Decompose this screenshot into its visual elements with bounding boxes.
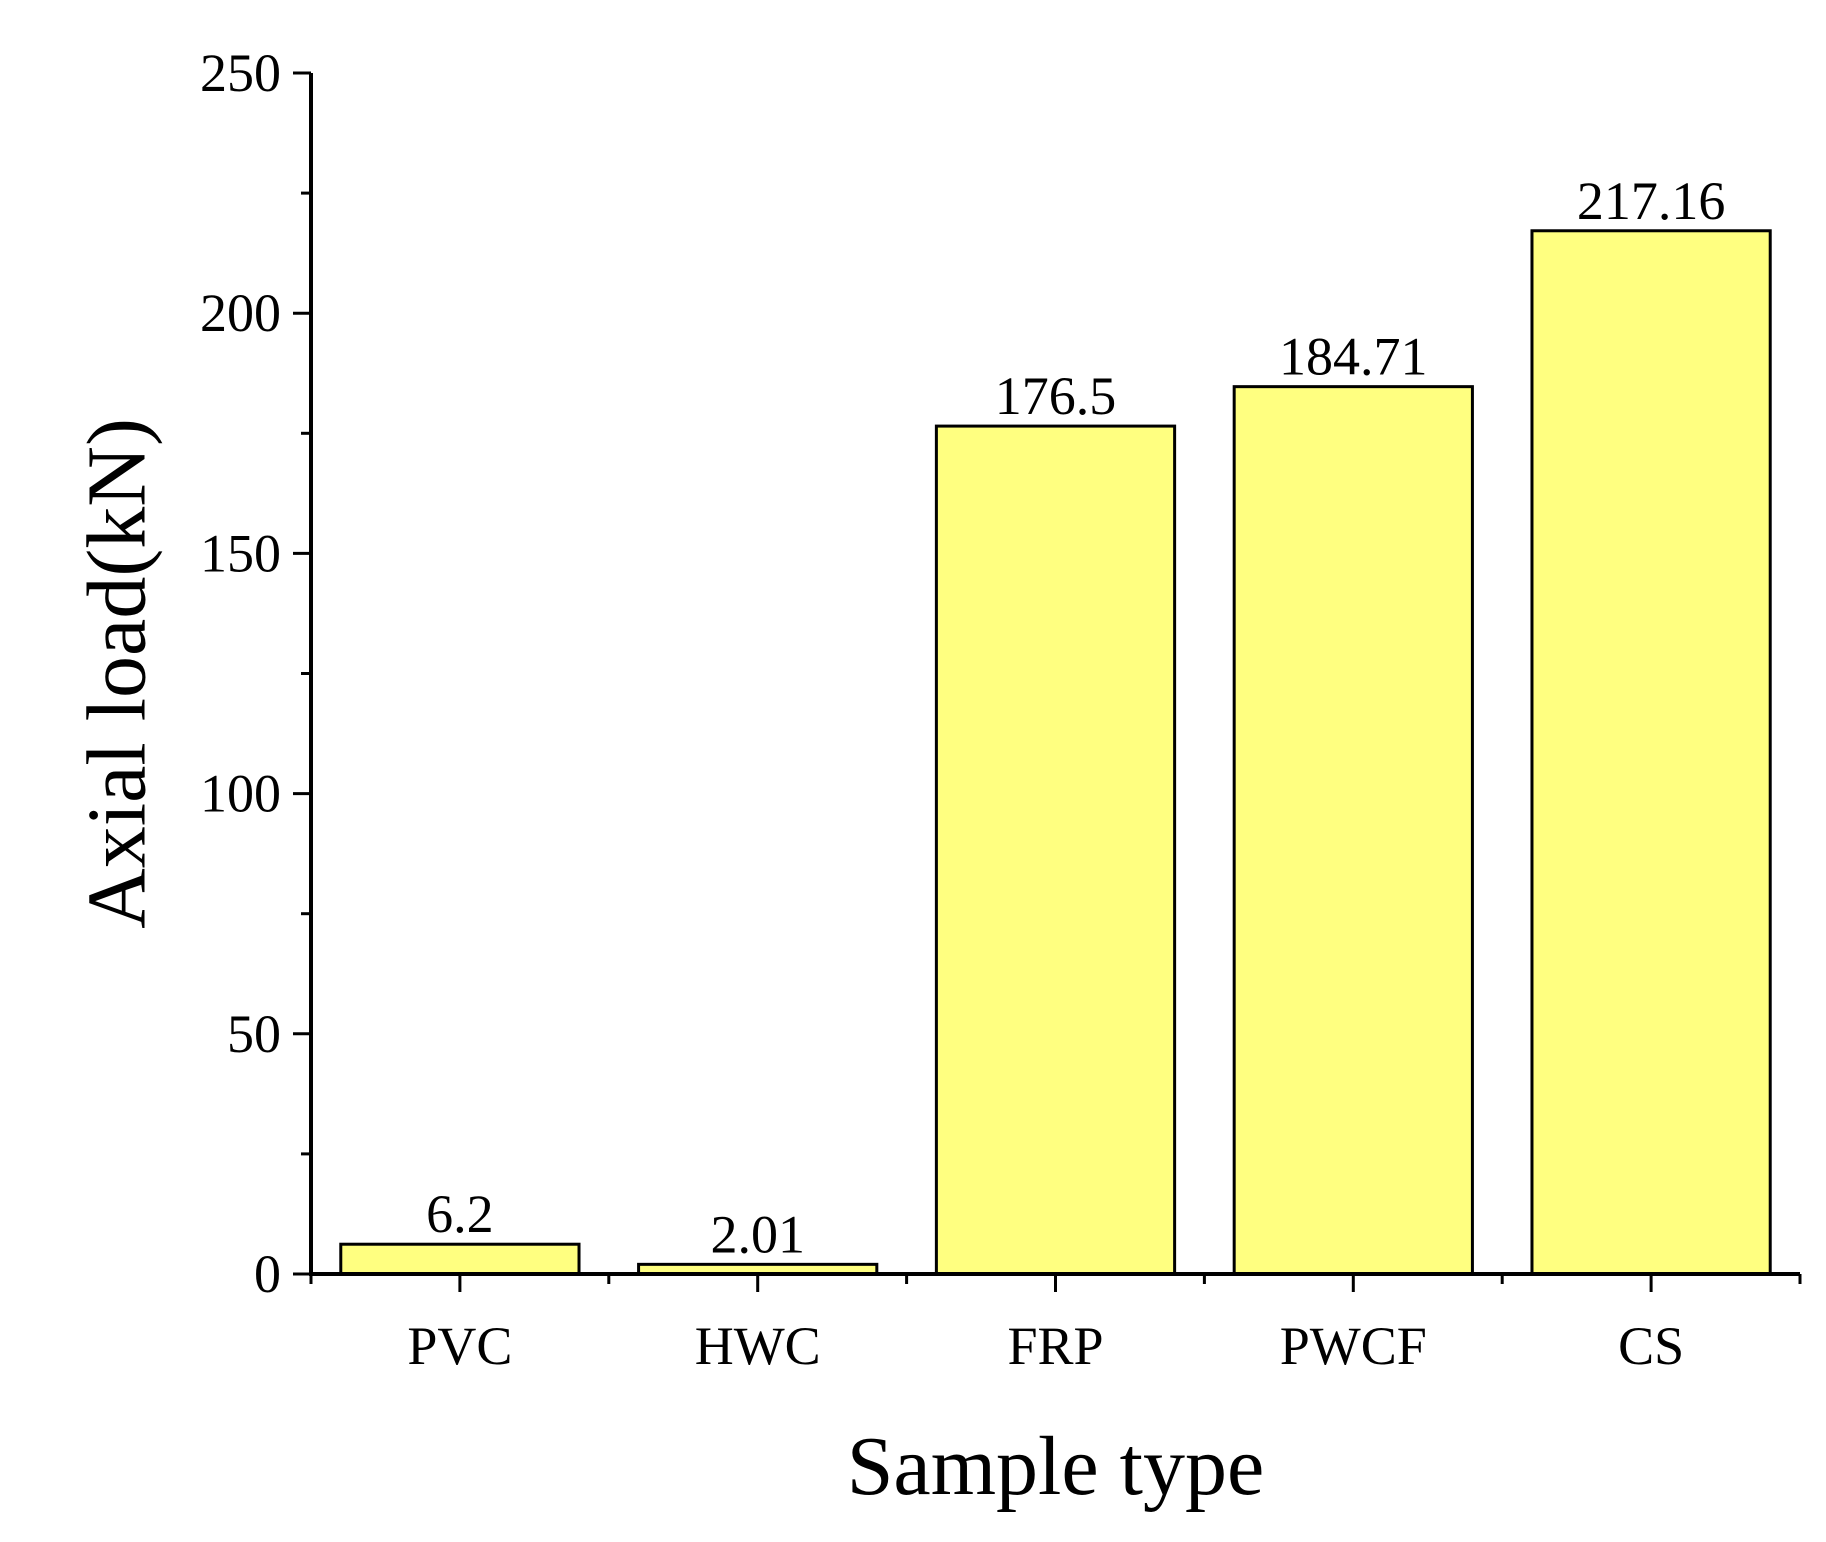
bar-pwcf xyxy=(1232,385,1474,1276)
y-axis: 0 50 100 150 200 250 xyxy=(200,43,313,1304)
x-tick-label-pvc: PVC xyxy=(407,1316,512,1376)
x-tick-label-hwc: HWC xyxy=(695,1316,821,1376)
y-tick-label-250: 250 xyxy=(200,43,281,103)
y-tick-label-50: 50 xyxy=(227,1004,281,1064)
x-tick-label-pwcf: PWCF xyxy=(1280,1316,1427,1376)
y-axis-title: Axial load(kN) xyxy=(70,418,163,929)
x-tick-label-cs: CS xyxy=(1618,1316,1684,1376)
bar-cs xyxy=(1530,229,1772,1276)
data-labels-group: 6.2 2.01 176.5 184.71 217.16 xyxy=(426,171,1725,1265)
y-tick-label-200: 200 xyxy=(200,283,281,343)
y-tick-label-150: 150 xyxy=(200,523,281,583)
data-label-cs: 217.16 xyxy=(1577,171,1726,231)
x-axis-title: Sample type xyxy=(847,1420,1265,1513)
data-label-hwc: 2.01 xyxy=(710,1204,805,1264)
x-tick-label-frp: FRP xyxy=(1007,1316,1103,1376)
data-label-frp: 176.5 xyxy=(995,366,1117,426)
bar-pvc xyxy=(339,1242,581,1276)
y-tick-label-0: 0 xyxy=(254,1244,281,1304)
bars-group xyxy=(339,229,1772,1276)
x-axis: PVC HWC FRP PWCF CS xyxy=(309,1272,1802,1376)
y-tick-label-100: 100 xyxy=(200,764,281,824)
data-label-pvc: 6.2 xyxy=(426,1184,494,1244)
data-label-pwcf: 184.71 xyxy=(1279,327,1428,387)
bar-frp xyxy=(934,424,1177,1276)
